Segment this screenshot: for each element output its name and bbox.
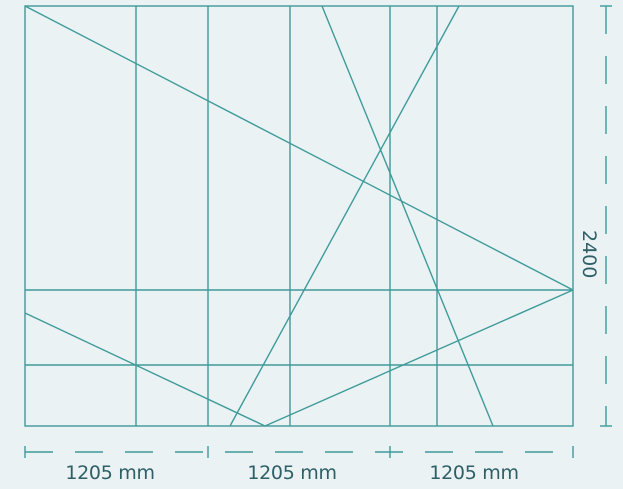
diagonal-brace xyxy=(264,289,574,427)
panel-outline xyxy=(24,5,574,427)
diagonal-brace xyxy=(24,312,266,427)
bottom-dimension-label: 1205 mm xyxy=(65,462,155,484)
bottom-dimension-line xyxy=(24,446,574,458)
bottom-dimension-label: 1205 mm xyxy=(429,462,519,484)
bottom-dimension-label: 1205 mm xyxy=(247,462,337,484)
diagonal-brace xyxy=(24,5,574,291)
right-dimension-label: 2400 xyxy=(578,230,600,279)
diagonal-brace xyxy=(321,5,494,427)
right-dimension-line xyxy=(600,5,612,427)
diagonal-brace xyxy=(229,5,460,427)
